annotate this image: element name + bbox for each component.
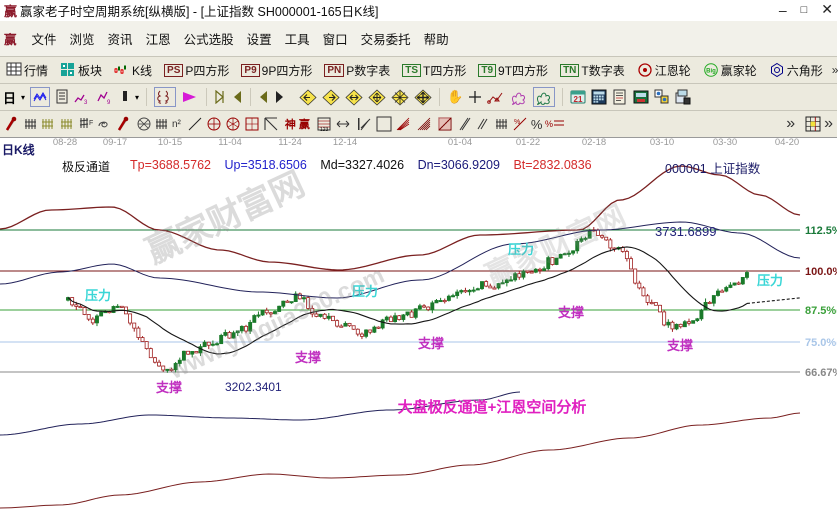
svg-text:04-20: 04-20 bbox=[775, 138, 799, 148]
svg-text:03-30: 03-30 bbox=[713, 138, 737, 148]
svg-text:75.0%(270): 75.0%(270) bbox=[805, 337, 837, 349]
svg-text:9: 9 bbox=[107, 100, 111, 105]
svg-text:支撑: 支撑 bbox=[666, 338, 693, 353]
svg-text:F: F bbox=[89, 120, 93, 127]
svg-text:08-28: 08-28 bbox=[53, 138, 77, 148]
svg-text:Big: Big bbox=[706, 69, 716, 75]
svg-text:03-10: 03-10 bbox=[650, 138, 674, 148]
svg-text:压力: 压力 bbox=[85, 288, 111, 303]
svg-text:10-15: 10-15 bbox=[158, 138, 182, 148]
svg-text:3731.6899: 3731.6899 bbox=[655, 224, 716, 239]
svg-text:支撑: 支撑 bbox=[294, 350, 321, 365]
svg-text:压力: 压力 bbox=[757, 273, 783, 288]
svg-text:支撑: 支撑 bbox=[557, 305, 584, 320]
svg-text:%: % bbox=[514, 119, 520, 126]
svg-text:www.yingjia360.com: www.yingjia360.com bbox=[164, 262, 388, 386]
svg-text:01-04: 01-04 bbox=[448, 138, 472, 148]
svg-text:02-18: 02-18 bbox=[582, 138, 606, 148]
svg-text:112.5%(45): 112.5%(45) bbox=[805, 225, 837, 237]
svg-text:赢家财富网: 赢家财富网 bbox=[140, 164, 311, 271]
svg-text:3: 3 bbox=[84, 100, 88, 105]
svg-text:12-14: 12-14 bbox=[333, 138, 357, 148]
svg-text:66.67%(240): 66.67%(240) bbox=[805, 367, 837, 379]
svg-text:87.5%(315): 87.5%(315) bbox=[805, 305, 837, 317]
svg-text:09-17: 09-17 bbox=[103, 138, 127, 148]
svg-text:%: % bbox=[545, 119, 553, 129]
svg-text:100.0%(0): 100.0%(0) bbox=[805, 266, 837, 278]
svg-text:11-04: 11-04 bbox=[218, 138, 242, 148]
svg-text:123: 123 bbox=[320, 127, 329, 132]
svg-text:21: 21 bbox=[574, 95, 583, 104]
svg-text:支撑: 支撑 bbox=[417, 336, 444, 351]
svg-text:赢家财富网: 赢家财富网 bbox=[481, 199, 631, 293]
svg-text:3202.3401: 3202.3401 bbox=[225, 380, 282, 394]
svg-text:11-24: 11-24 bbox=[278, 138, 302, 148]
svg-text:01-22: 01-22 bbox=[516, 138, 540, 148]
svg-text:大盘极反通道+江恩空间分析: 大盘极反通道+江恩空间分析 bbox=[398, 398, 587, 416]
